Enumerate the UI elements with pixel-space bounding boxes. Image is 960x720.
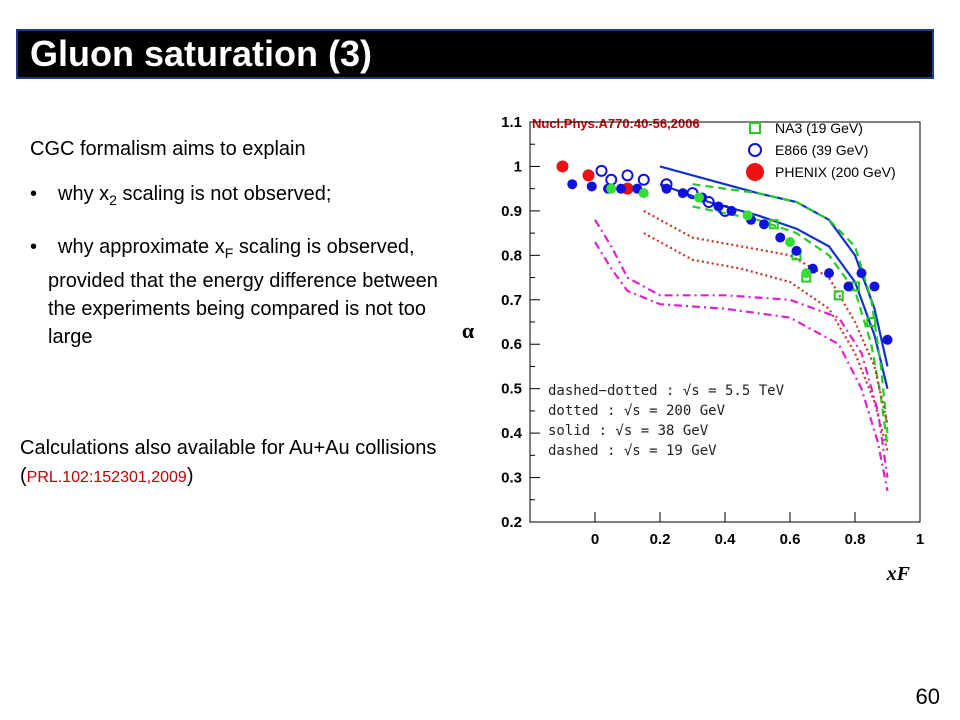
data-point — [595, 164, 608, 177]
data-point — [637, 173, 650, 186]
legend-label: NA3 (19 GeV) — [775, 120, 863, 136]
data-point — [677, 188, 688, 199]
y-tick-label: 0.5 — [501, 381, 522, 398]
data-point — [843, 281, 854, 292]
y-tick-label: 0.6 — [501, 336, 522, 353]
title-bar: Gluon saturation (3) — [16, 29, 934, 79]
x-tick-label: 1 — [916, 531, 924, 548]
data-point — [661, 183, 672, 194]
legend-label: E866 (39 GeV) — [775, 142, 868, 158]
data-point — [824, 268, 834, 279]
data-point — [882, 334, 893, 345]
bullet-dot: • — [30, 183, 38, 205]
data-point — [833, 290, 844, 301]
annotation-line: dashed−dotted : √s = 5.5 TeV — [548, 383, 785, 399]
data-point — [768, 219, 779, 230]
legend-marker — [748, 143, 762, 157]
data-point — [567, 179, 578, 190]
legend-marker — [749, 122, 761, 134]
data-point — [759, 219, 769, 230]
y-tick-label: 0.3 — [501, 470, 522, 487]
x-axis-label: xF — [886, 563, 911, 585]
model-curve — [692, 205, 889, 447]
data-point — [775, 232, 786, 243]
model-curve — [643, 209, 889, 425]
page-number: 60 — [915, 684, 940, 709]
annotation-line: solid : √s = 38 GeV — [548, 423, 709, 439]
data-point — [582, 169, 595, 182]
data-point — [556, 160, 569, 173]
data-point — [638, 188, 649, 199]
x-tick-label: 0.6 — [780, 531, 801, 548]
legend-label: PHENIX (200 GeV) — [775, 164, 896, 180]
x-tick-label: 0 — [591, 531, 599, 548]
calculations-text: Calculations also available for Au+Au co… — [20, 437, 437, 487]
y-tick-label: 1 — [514, 158, 522, 175]
data-point — [856, 268, 867, 279]
model-curve — [594, 219, 889, 478]
y-axis-label: α — [462, 318, 475, 343]
bullet-dot: • — [30, 236, 38, 258]
y-tick-label: 0.9 — [501, 203, 522, 220]
data-point — [616, 183, 626, 194]
model-curve — [692, 183, 889, 434]
y-tick-label: 0.2 — [501, 514, 522, 531]
data-point — [605, 173, 618, 186]
reference-link[interactable]: PRL.102:152301,2009 — [26, 469, 187, 486]
bullet-1: • why x2 scaling is not observed; — [30, 180, 331, 214]
data-point — [586, 181, 597, 192]
data-point — [621, 169, 634, 182]
y-tick-label: 0.7 — [501, 292, 522, 309]
annotation-line: dotted : √s = 200 GeV — [548, 403, 726, 419]
alpha-vs-xf-chart: 0.2 0.3 0.4 0.5 0.6 0.7 0.8 0.9 1 1.1 0 0.2 0.4 0.6 0.… — [462, 114, 924, 585]
data-point — [801, 268, 812, 279]
data-point — [726, 205, 737, 216]
data-point — [606, 183, 617, 194]
bullet-2-text: why approximate xF scaling is observed, … — [48, 236, 438, 348]
data-point — [785, 237, 795, 247]
intro-text: CGC formalism aims to explain — [30, 138, 306, 160]
data-point — [866, 317, 877, 327]
bullet-2: • why approximate xF scaling is observed… — [30, 233, 450, 351]
citation: Nucl.Phys.A770:40-56,2006 — [532, 116, 700, 131]
legend-marker — [746, 163, 764, 181]
data-point — [742, 210, 753, 221]
plot-frame — [529, 121, 921, 523]
x-tick-label: 0.2 — [650, 531, 671, 548]
annotation-line: dashed : √s = 19 GeV — [548, 443, 717, 459]
data-point — [791, 245, 802, 256]
bullet-1-text: why x2 scaling is not observed; — [58, 183, 332, 208]
data-point — [694, 192, 704, 203]
slide-title: Gluon saturation (3) — [30, 33, 372, 74]
x-tick-label: 0.8 — [845, 531, 866, 548]
y-tick-label: 0.4 — [501, 425, 523, 442]
y-tick-label: 0.8 — [501, 247, 522, 264]
data-point — [869, 281, 880, 292]
y-tick-label: 1.1 — [501, 114, 522, 131]
x-tick-label: 0.4 — [715, 531, 737, 548]
data-point — [713, 201, 724, 212]
